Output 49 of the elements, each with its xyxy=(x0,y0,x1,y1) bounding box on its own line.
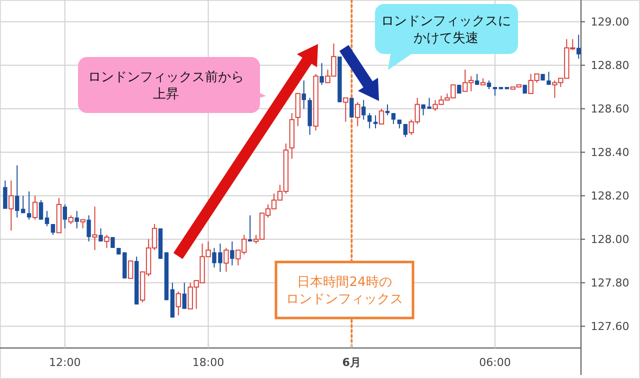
candlestick xyxy=(350,97,354,118)
candlestick xyxy=(576,34,581,60)
candlestick xyxy=(320,62,324,86)
candlestick xyxy=(50,224,56,236)
candlestick xyxy=(62,204,68,229)
y-tick-label: 127.80 xyxy=(590,276,630,290)
candlestick xyxy=(176,290,181,316)
annotation: ロンドンフィックス前から上昇 xyxy=(88,70,244,102)
annotation: ロンドンフィックスにかけて失速 xyxy=(381,14,511,46)
candlestick xyxy=(182,282,186,310)
y-tick-label: 127.60 xyxy=(590,320,630,334)
candlestick xyxy=(343,97,348,122)
candlestick xyxy=(128,260,134,279)
x-tick-label: 18:00 xyxy=(192,356,224,369)
x-tick-label: 6月 xyxy=(342,356,361,369)
candlestick xyxy=(86,214,91,242)
candlestick xyxy=(8,180,14,232)
candlestick xyxy=(26,190,32,220)
ref-line-label: 日本時間24時のロンドンフィックス xyxy=(286,275,403,307)
candlestick xyxy=(367,112,372,129)
candlestick xyxy=(295,93,300,127)
candlestick xyxy=(110,236,115,248)
candlestick xyxy=(74,210,79,229)
candlestick xyxy=(546,71,551,86)
candlestick xyxy=(15,164,20,218)
candlestick xyxy=(32,195,38,220)
candlestick xyxy=(92,206,98,251)
candlestick xyxy=(474,73,480,86)
candlestick xyxy=(104,234,110,248)
candlestick xyxy=(98,228,103,242)
y-tick-label: 128.00 xyxy=(590,233,630,246)
y-tick-label: 128.60 xyxy=(590,102,630,116)
y-tick-label: 129.00 xyxy=(590,16,630,29)
candlestick xyxy=(403,123,408,138)
candlestick xyxy=(44,210,50,227)
candlestick xyxy=(224,247,229,272)
candlestick xyxy=(361,100,366,120)
candlestick xyxy=(391,112,396,124)
y-tick-label: 128.80 xyxy=(590,59,630,72)
x-tick-label: 06:00 xyxy=(479,356,511,369)
candlestick xyxy=(355,102,360,127)
candlestick xyxy=(378,108,384,124)
candlestick xyxy=(230,240,234,266)
candlestick xyxy=(302,80,306,110)
candlestick xyxy=(3,180,8,210)
y-tick-label: 128.40 xyxy=(590,146,630,160)
y-tick-label: 128.20 xyxy=(590,190,630,203)
x-tick-label: 12:00 xyxy=(49,356,81,369)
candlestick xyxy=(38,200,44,220)
